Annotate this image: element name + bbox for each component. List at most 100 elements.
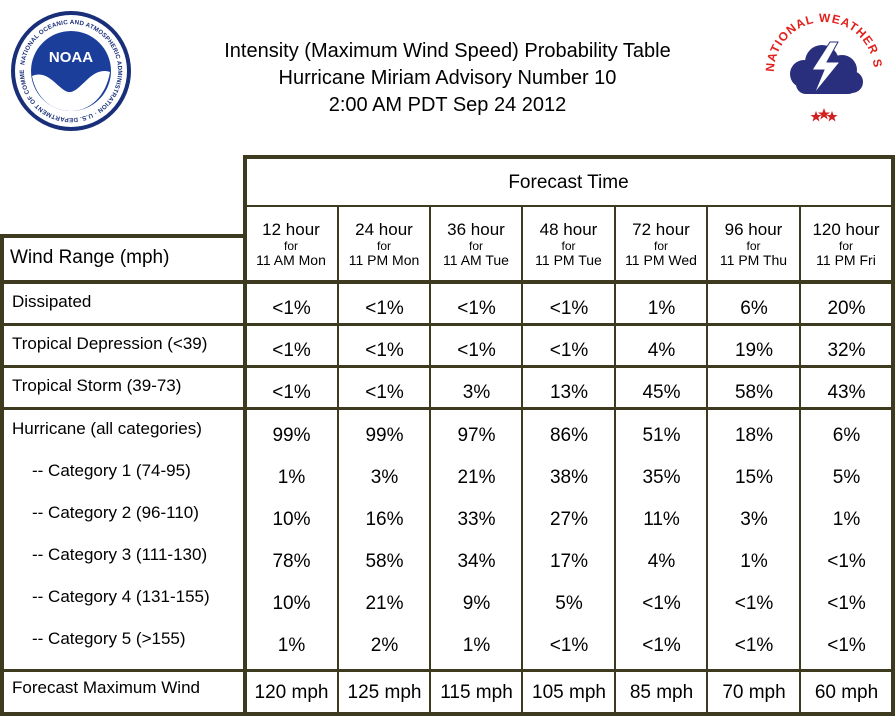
table-cell: 70 mph [722,682,786,703]
table-cell: 6% [832,425,861,446]
star-icon [818,108,830,120]
star-icon [826,111,838,122]
table-cell: <1% [549,635,589,656]
noaa-logo: NATIONAL OCEANIC AND ATMOSPHERIC ADMINIS… [10,10,131,131]
column-header-time: 11 PM Mon [348,252,420,268]
title-line-3: 2:00 AM PDT Sep 24 2012 [328,94,567,116]
row-label: -- Category 1 (74-95) [32,461,191,480]
column-divider [614,284,616,716]
table-cell: 34% [457,551,496,572]
table-cell: 17% [549,551,589,572]
row-label: -- Category 2 (96-110) [32,503,199,522]
table-cell: 4% [647,551,676,572]
row-label: Hurricane (all categories) [12,419,202,438]
column-header-for: for [283,239,298,253]
column-divider [429,207,431,281]
table-cell: 16% [365,509,404,530]
table-cell: 3% [462,382,491,403]
table-cell: 97% [457,425,496,446]
table-cell: 4% [647,340,676,361]
wind-range-top-border [0,234,247,238]
table-cell: 38% [549,467,589,488]
column-header-hours: 96 hour [724,220,783,239]
table-cell: 1% [277,467,306,488]
table-cell: <1% [734,635,774,656]
nws-logo: NATIONAL WEATHER SERVICE [764,8,884,122]
column-divider [799,207,801,281]
column-header-time: 11 AM Mon [256,252,326,268]
column-divider [706,284,708,716]
column-header-hours: 48 hour [539,220,598,239]
table-cell: 9% [462,593,491,614]
table-cell: <1% [272,340,311,361]
column-header-hours: 24 hour [355,220,413,239]
table-cell: 99% [365,425,404,446]
column-divider [521,284,523,716]
column-header-time: 11 PM Thu [719,252,788,268]
table-top-border [243,155,895,159]
table-cell: <1% [827,551,866,572]
table-cell: 125 mph [347,682,422,703]
column-divider [521,207,523,281]
lightning-icon [811,41,842,95]
table-cell: 1% [647,298,676,319]
table-cell: 21% [457,467,496,488]
column-divider [799,284,801,716]
table-cell: 35% [642,467,681,488]
table-cell: 21% [365,593,404,614]
row-divider [0,323,895,326]
table-cell: 58% [365,551,404,572]
column-header-time: 11 AM Tue [443,252,509,268]
forecast-header-left-border [243,155,247,281]
table-cell: 85 mph [629,682,694,703]
table-cell: 1% [832,509,861,530]
forecast-time-divider [243,205,895,207]
header-bottom-border [0,280,895,284]
column-header-for: for [468,239,483,253]
table-cell: <1% [642,593,681,614]
table-cell: 33% [457,509,496,530]
table-cell: 18% [734,425,774,446]
table-cell: 32% [827,340,866,361]
column-header: 120 hour for 11 PM Fri [801,220,891,268]
table-cell: <1% [457,340,496,361]
table-cell: 45% [642,382,681,403]
table-cell: 15% [734,467,774,488]
column-divider [337,207,339,281]
table-cell: <1% [365,340,404,361]
page-header: NATIONAL OCEANIC AND ATMOSPHERIC ADMINIS… [0,0,895,150]
row-label: -- Category 4 (131-155) [32,587,210,606]
table-cell: 120 mph [254,682,329,703]
row-label: Tropical Depression (<39) [12,334,208,353]
column-header-for: for [653,239,668,253]
table-cell: 10% [272,509,311,530]
table-cell: 5% [555,593,583,614]
table-cell: <1% [827,593,866,614]
table-cell: 1% [462,635,491,656]
table-cell: <1% [272,382,311,403]
table-right-border [891,155,895,716]
forecast-time-header: Forecast Time [508,172,629,193]
column-divider [706,207,708,281]
column-header: 12 hour for 11 AM Mon [245,220,337,268]
column-header-for: for [838,239,853,253]
table-cell: <1% [457,298,496,319]
table-cell: 105 mph [532,682,606,703]
table-cell: 43% [827,382,866,403]
column-header-time: 11 PM Fri [816,252,876,268]
row-label: Dissipated [12,292,92,311]
table-cell: 2% [370,635,399,656]
row-label: Forecast Maximum Wind [12,678,200,697]
table-cell: 51% [642,425,681,446]
table-cell: 60 mph [814,682,879,703]
table-cell: <1% [365,298,404,319]
row-divider [0,669,895,672]
row-label: -- Category 5 (>155) [32,629,186,648]
table-cell: <1% [642,635,681,656]
table-cell: <1% [365,382,404,403]
table-cell: 58% [734,382,774,403]
column-header-for: for [746,239,761,253]
table-cell: 20% [827,298,866,319]
wind-range-header: Wind Range (mph) [10,247,170,268]
